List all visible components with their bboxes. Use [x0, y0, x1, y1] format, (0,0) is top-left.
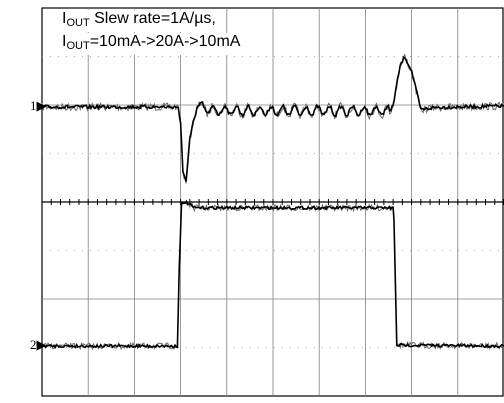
channel-1-marker: 1▶	[30, 98, 47, 114]
annotation-text-1: Slew rate=1A/µs,	[89, 10, 216, 27]
annotation-text-2: =10mA->20A->10mA	[89, 33, 241, 50]
channel-2-label: 2	[30, 337, 37, 353]
annotation-line-1: IOUT Slew rate=1A/µs,	[62, 10, 216, 32]
annotation-symbol-1: I	[62, 10, 67, 27]
channel-2-envelope	[41, 201, 504, 351]
channel-1-arrow-icon: ▶	[36, 97, 47, 113]
annotation-subscript-1: OUT	[66, 17, 90, 29]
channel-1-label: 1	[30, 97, 37, 113]
annotation-subscript-2: OUT	[66, 40, 90, 52]
annotation-symbol-2: I	[62, 33, 67, 50]
annotation-line-2: IOUT=10mA->20A->10mA	[62, 33, 241, 55]
grid	[41, 7, 504, 397]
channel-2-arrow-icon: ▶	[36, 337, 47, 353]
channel-2-trace	[41, 199, 504, 350]
channel-1-trace	[41, 55, 504, 182]
channel-2-marker: 2▶	[30, 337, 47, 353]
traces	[41, 53, 504, 351]
